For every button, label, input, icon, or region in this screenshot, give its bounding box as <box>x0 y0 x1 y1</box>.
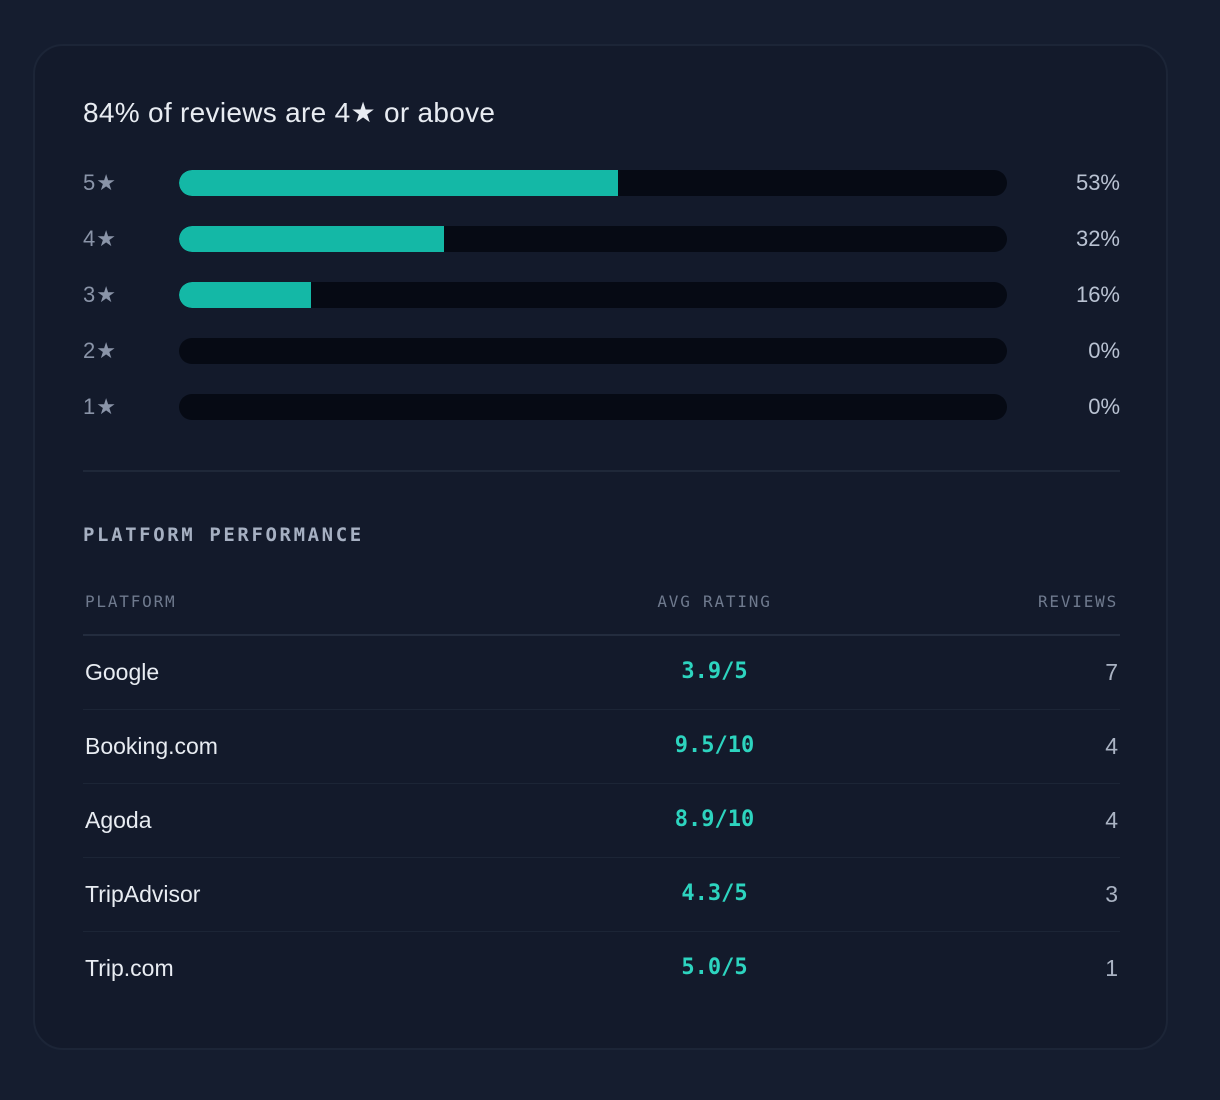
rating-row-4-star: 4 ★ 32% <box>83 226 1120 282</box>
distribution-bar-track <box>179 282 1007 308</box>
rating-distribution: 5 ★ 53% 4 ★ 32% 3 ★ 16% <box>83 170 1120 450</box>
platform-name: Booking.com <box>85 733 218 759</box>
distribution-percent: 53% <box>1075 170 1120 195</box>
star-count: 3 <box>83 282 96 307</box>
table-row: TripAdvisor 4.3/5 3 <box>83 858 1120 932</box>
table-row: Google 3.9/5 7 <box>83 636 1120 710</box>
platform-name: TripAdvisor <box>85 881 201 907</box>
star-level-label: 3 ★ <box>83 282 116 308</box>
platform-name: Agoda <box>85 807 152 833</box>
platform-review-count: 7 <box>1105 659 1118 685</box>
distribution-bar-fill <box>179 226 444 252</box>
table-row: Booking.com 9.5/10 4 <box>83 710 1120 784</box>
platform-performance-title: PLATFORM PERFORMANCE <box>83 524 364 546</box>
platform-review-count: 4 <box>1105 733 1118 759</box>
section-divider <box>83 470 1120 472</box>
star-count: 2 <box>83 338 96 363</box>
rating-row-1-star: 1 ★ 0% <box>83 394 1120 450</box>
distribution-bar-fill <box>179 282 312 308</box>
rating-row-3-star: 3 ★ 16% <box>83 282 1120 338</box>
column-header-avg-rating: AVG RATING <box>657 592 772 611</box>
distribution-percent: 32% <box>1075 226 1120 251</box>
platform-table: PLATFORM AVG RATING REVIEWS Google 3.9/5… <box>83 576 1120 1005</box>
platform-avg-rating: 4.3/5 <box>681 881 748 906</box>
column-header-reviews: REVIEWS <box>1037 592 1118 611</box>
platform-review-count: 4 <box>1105 807 1118 833</box>
star-icon: ★ <box>96 170 116 195</box>
rating-row-2-star: 2 ★ 0% <box>83 338 1120 394</box>
distribution-bar-track <box>179 226 1007 252</box>
distribution-bar-track <box>179 170 1007 196</box>
star-icon: ★ <box>96 282 116 307</box>
platform-avg-rating: 8.9/10 <box>674 807 755 832</box>
star-level-label: 4 ★ <box>83 226 116 252</box>
table-row: Trip.com 5.0/5 1 <box>83 932 1120 1005</box>
platform-review-count: 3 <box>1105 881 1118 907</box>
star-icon: ★ <box>96 394 116 419</box>
distribution-percent: 16% <box>1075 282 1120 307</box>
distribution-percent: 0% <box>1088 338 1120 363</box>
star-level-label: 1 ★ <box>83 394 116 420</box>
platform-review-count: 1 <box>1105 955 1118 981</box>
column-header-platform: PLATFORM <box>85 592 177 611</box>
platform-name: Google <box>85 659 160 685</box>
table-row: Agoda 8.9/10 4 <box>83 784 1120 858</box>
star-count: 1 <box>83 394 96 419</box>
distribution-bar-track <box>179 338 1007 364</box>
star-count: 5 <box>83 170 96 195</box>
star-level-label: 2 ★ <box>83 338 116 364</box>
platform-avg-rating: 9.5/10 <box>674 733 755 758</box>
star-icon: ★ <box>96 338 116 363</box>
star-level-label: 5 ★ <box>83 170 116 196</box>
platform-avg-rating: 3.9/5 <box>681 659 748 684</box>
distribution-percent: 0% <box>1088 394 1120 419</box>
star-count: 4 <box>83 226 96 251</box>
distribution-bar-fill <box>179 170 618 196</box>
reviews-summary-card: 84% of reviews are 4★ or above 5 ★ 53% 4 ★… <box>33 44 1168 1050</box>
table-header: PLATFORM AVG RATING REVIEWS <box>83 576 1120 636</box>
distribution-bar-track <box>179 394 1007 420</box>
rating-headline: 84% of reviews are 4★ or above <box>83 97 496 128</box>
platform-avg-rating: 5.0/5 <box>681 955 748 980</box>
platform-name: Trip.com <box>85 955 174 981</box>
star-icon: ★ <box>96 226 116 251</box>
rating-row-5-star: 5 ★ 53% <box>83 170 1120 226</box>
